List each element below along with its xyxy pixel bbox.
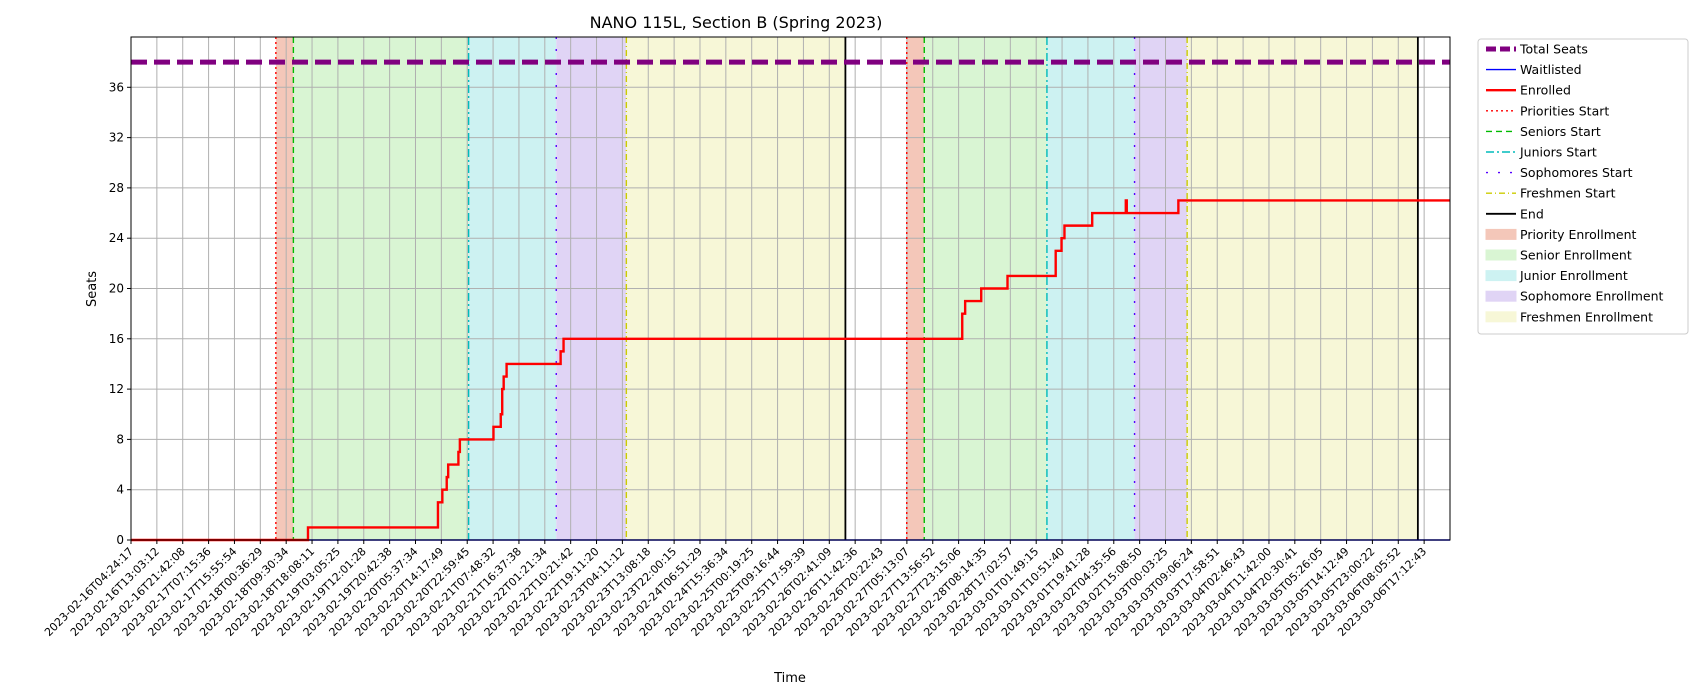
legend-item-sophomores-start: Sophomores Start	[1486, 165, 1633, 180]
legend-item-junior-enrollment: Junior Enrollment	[1485, 268, 1628, 283]
legend-label: Waitlisted	[1520, 62, 1582, 77]
legend-swatch	[1485, 249, 1517, 261]
legend-item-total-seats: Total Seats	[1486, 42, 1588, 57]
y-tick-label: 28	[109, 181, 124, 195]
grid	[130, 37, 1450, 541]
y-tick-label: 4	[116, 483, 124, 497]
y-tick-label: 16	[109, 332, 124, 346]
y-tick-label: 32	[109, 131, 124, 145]
legend-swatch	[1485, 290, 1517, 302]
legend-label: Sophomores Start	[1520, 165, 1633, 180]
y-tick-label: 36	[109, 80, 124, 94]
legend-item-waitlisted: Waitlisted	[1486, 62, 1582, 77]
phase-markers	[275, 37, 1419, 540]
legend-item-seniors-start: Seniors Start	[1486, 124, 1601, 139]
legend-item-freshmen-enrollment: Freshmen Enrollment	[1485, 309, 1653, 324]
chart-title: NANO 115L, Section B (Spring 2023)	[590, 13, 883, 32]
y-tick-label: 8	[116, 432, 124, 446]
legend-swatch	[1485, 270, 1517, 282]
legend-box	[1477, 38, 1689, 335]
y-tick-label: 20	[109, 282, 124, 296]
legend-swatch	[1485, 228, 1517, 240]
legend-item-enrolled: Enrolled	[1486, 83, 1571, 98]
legend-label: Enrolled	[1520, 83, 1571, 98]
legend-label: Junior Enrollment	[1519, 268, 1628, 283]
legend-label: Freshmen Start	[1520, 186, 1616, 201]
y-tick-label: 24	[109, 231, 124, 245]
legend-label: Sophomore Enrollment	[1520, 289, 1664, 304]
y-axis-ticks: 0 4 8 12 16 20 24 28 32 36	[109, 80, 131, 547]
x-axis-label: Time	[773, 671, 806, 686]
legend-label: Priority Enrollment	[1520, 227, 1637, 242]
legend-label: Freshmen Enrollment	[1520, 309, 1653, 324]
legend: Total Seats Waitlisted Enrolled Priorities …	[1477, 38, 1689, 335]
legend-item-juniors-start: Juniors Start	[1486, 145, 1597, 160]
legend-item-senior-enrollment: Senior Enrollment	[1485, 248, 1632, 263]
x-axis-ticks: 2023-02-16T04:24:172023-02-16T13:03:1220…	[42, 540, 1429, 639]
legend-item-freshmen-start: Freshmen Start	[1486, 186, 1616, 201]
legend-label: Priorities Start	[1520, 103, 1609, 118]
legend-label: End	[1520, 206, 1544, 221]
legend-item-end: End	[1486, 206, 1544, 221]
legend-item-sophomore-enrollment: Sophomore Enrollment	[1485, 289, 1664, 304]
legend-label: Juniors Start	[1519, 145, 1597, 160]
legend-item-priorities-start: Priorities Start	[1486, 103, 1609, 118]
legend-label: Seniors Start	[1520, 124, 1601, 139]
legend-swatch	[1485, 311, 1517, 323]
y-axis-label: Seats	[85, 271, 100, 307]
y-tick-label: 0	[116, 533, 124, 547]
legend-label: Senior Enrollment	[1520, 248, 1632, 263]
series-enrolled	[131, 199, 1450, 542]
legend-label: Total Seats	[1519, 42, 1588, 57]
y-tick-label: 12	[109, 382, 124, 396]
legend-item-priority-enrollment: Priority Enrollment	[1485, 227, 1637, 242]
